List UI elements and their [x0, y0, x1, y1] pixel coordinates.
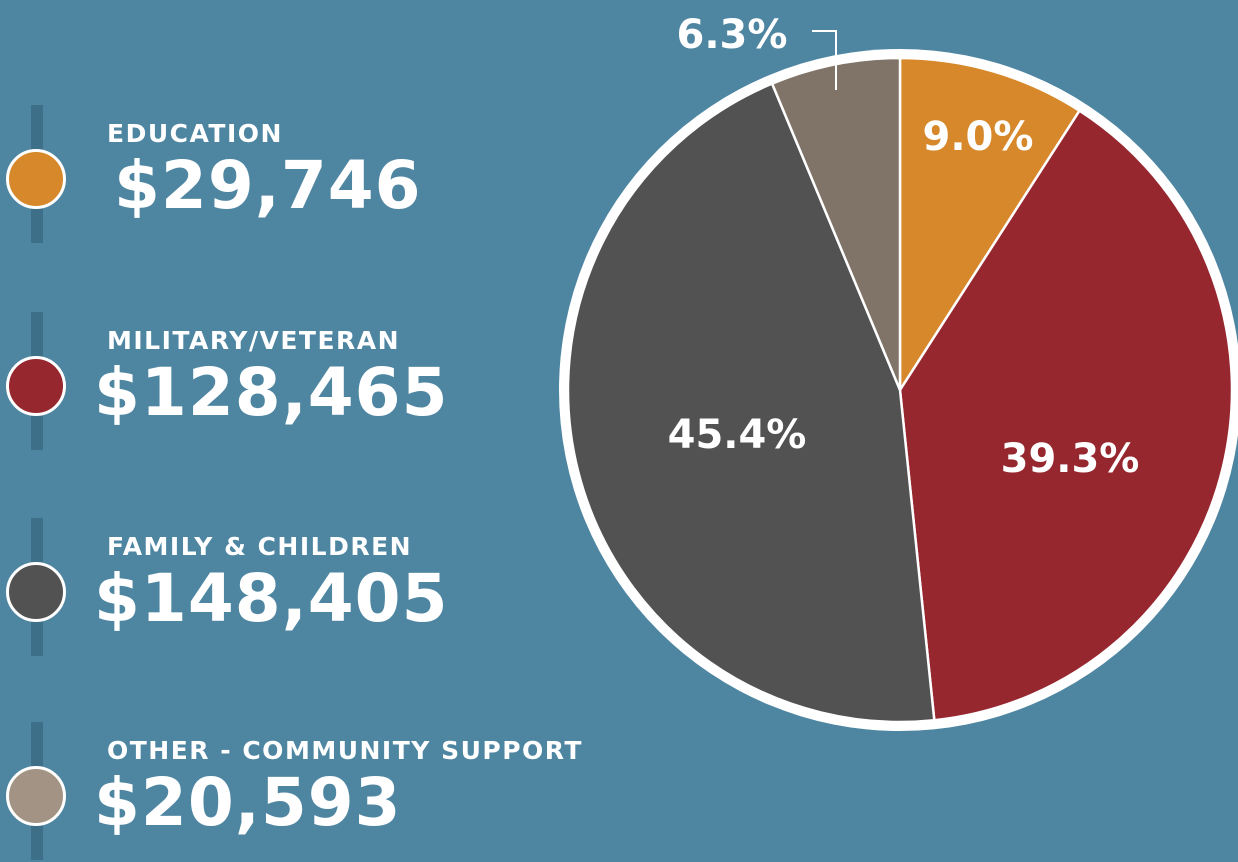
legend-amount-other: $20,593 [94, 764, 402, 841]
pie-slice-education [898, 56, 1081, 392]
legend-label-other: OTHER - COMMUNITY SUPPORT [107, 736, 583, 765]
pct-label-military: 39.3% [1001, 436, 1140, 482]
legend-amount-education: $29,746 [114, 147, 422, 224]
legend-dot-military [6, 356, 66, 416]
legend-label-education: EDUCATION [107, 119, 283, 148]
legend-label-military: MILITARY/VETERAN [107, 326, 401, 355]
pct-label-other: 6.3% [677, 12, 788, 58]
pie-slice-other [770, 56, 902, 392]
legend-item-education: EDUCATION $29,746 [0, 105, 560, 245]
legend-dot-education [6, 149, 66, 209]
legend-item-family: FAMILY & CHILDREN $148,405 [0, 518, 560, 658]
pie-slice-family [566, 82, 936, 724]
legend-dot-family [6, 562, 66, 622]
legend-label-family: FAMILY & CHILDREN [107, 532, 413, 561]
legend-item-military: MILITARY/VETERAN $128,465 [0, 312, 560, 452]
pie-slice-military [898, 109, 1234, 722]
leader-line-other [812, 30, 837, 90]
legend-dot-other [6, 766, 66, 826]
pct-label-family: 45.4% [668, 412, 807, 458]
legend-amount-family: $148,405 [94, 560, 449, 637]
pct-label-education: 9.0% [923, 114, 1034, 160]
legend-item-other: OTHER - COMMUNITY SUPPORT $20,593 [0, 722, 581, 862]
pie-slices [566, 56, 1234, 724]
legend-amount-military: $128,465 [94, 354, 449, 431]
